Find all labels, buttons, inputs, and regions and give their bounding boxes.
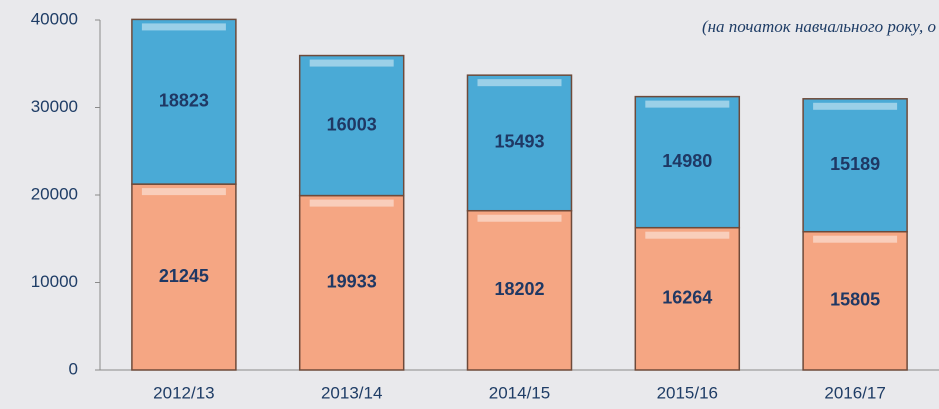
bar-segment [802, 98, 908, 233]
bar-highlight [645, 231, 730, 239]
x-tick-label: 2014/15 [489, 383, 550, 402]
bar-highlight [477, 79, 562, 87]
value-label: 14980 [662, 151, 712, 171]
bar-highlight [141, 188, 226, 196]
bar-segment [131, 18, 237, 185]
value-label: 21245 [159, 266, 209, 286]
bar-segment [802, 230, 908, 371]
y-tick-label: 0 [69, 359, 78, 378]
x-tick-label: 2015/16 [657, 383, 718, 402]
bar-segment [298, 54, 405, 197]
x-tick-label: 2012/13 [153, 383, 214, 402]
value-label: 18202 [494, 279, 544, 299]
bar-highlight [645, 100, 730, 108]
x-tick-label: 2016/17 [824, 383, 885, 402]
bar-highlight [309, 199, 394, 207]
chart-subtitle: (на початок навчального року, о [702, 17, 936, 36]
bar-segment [634, 95, 741, 229]
bar-segment [634, 226, 741, 371]
bar-highlight [477, 214, 562, 222]
bar-highlight [813, 102, 898, 110]
bar-segment [298, 194, 405, 371]
value-label: 19933 [327, 272, 377, 292]
x-tick-label: 2013/14 [321, 383, 382, 402]
value-label: 15493 [494, 132, 544, 152]
value-label: 18823 [159, 91, 209, 111]
value-label: 15805 [830, 290, 880, 310]
value-label: 15189 [830, 154, 880, 174]
value-label: 16264 [662, 288, 712, 308]
bar-segment [466, 74, 573, 212]
y-tick-label: 30000 [31, 97, 78, 116]
y-tick-label: 20000 [31, 184, 78, 203]
y-tick-label: 40000 [31, 9, 78, 28]
value-label: 16003 [327, 114, 377, 134]
bar-highlight [141, 23, 226, 31]
y-tick-label: 10000 [31, 272, 78, 291]
bar-highlight [813, 235, 898, 243]
bar-segment [466, 209, 573, 371]
bar-highlight [309, 59, 394, 67]
